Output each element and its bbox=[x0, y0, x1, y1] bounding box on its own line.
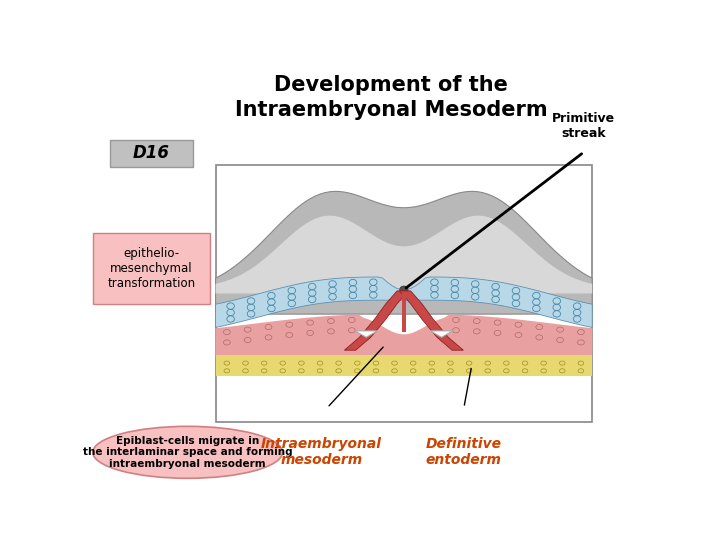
Polygon shape bbox=[215, 355, 593, 376]
Polygon shape bbox=[355, 331, 377, 338]
Ellipse shape bbox=[93, 427, 282, 478]
Polygon shape bbox=[431, 331, 453, 338]
FancyBboxPatch shape bbox=[93, 233, 210, 304]
Bar bbox=[215, 165, 593, 422]
Text: Intraembryonal
mesoderm: Intraembryonal mesoderm bbox=[261, 437, 382, 467]
Text: epithelio-
mesenchymal
transformation: epithelio- mesenchymal transformation bbox=[107, 247, 195, 290]
Polygon shape bbox=[402, 294, 406, 332]
Polygon shape bbox=[215, 277, 593, 327]
Polygon shape bbox=[215, 215, 593, 294]
Polygon shape bbox=[215, 314, 593, 355]
Polygon shape bbox=[215, 191, 593, 314]
Text: Primitive
streak: Primitive streak bbox=[552, 112, 616, 140]
Polygon shape bbox=[389, 291, 419, 299]
Text: D16: D16 bbox=[133, 144, 170, 163]
Ellipse shape bbox=[400, 286, 408, 293]
FancyBboxPatch shape bbox=[109, 140, 193, 167]
Text: Epiblast-cells migrate in
the interlaminar space and forming
intraembryonal meso: Epiblast-cells migrate in the interlamin… bbox=[83, 436, 292, 469]
Polygon shape bbox=[344, 291, 408, 350]
Text: Definitive
entoderm: Definitive entoderm bbox=[426, 437, 502, 467]
Polygon shape bbox=[400, 291, 464, 350]
Text: Development of the
Intraembryonal Mesoderm: Development of the Intraembryonal Mesode… bbox=[235, 75, 548, 120]
